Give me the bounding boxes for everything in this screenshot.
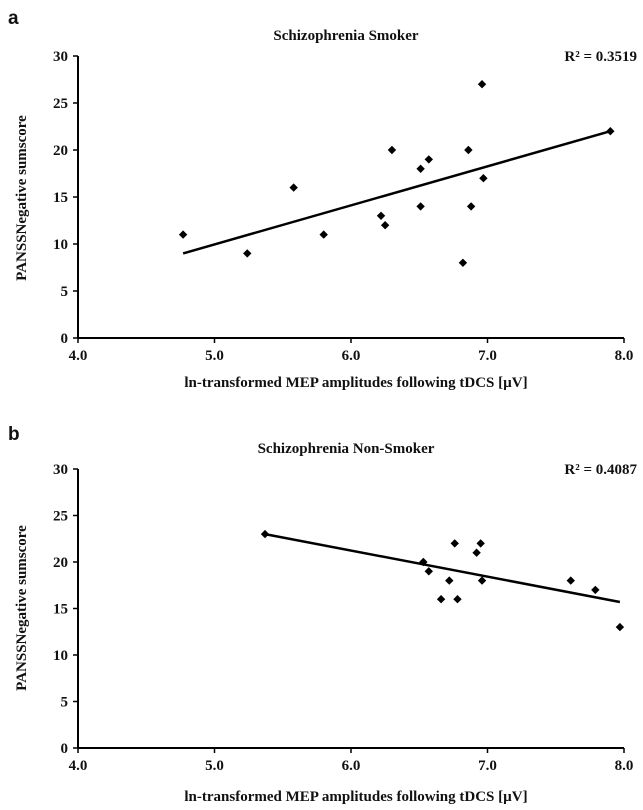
data-point: [289, 183, 298, 192]
y-tick-label: 15: [53, 190, 68, 206]
y-tick-label: 25: [53, 509, 68, 525]
data-point: [424, 567, 434, 576]
data-point: [615, 622, 625, 632]
x-axis-label: ln-transformed MEP amplitudes following …: [184, 375, 527, 391]
data-point: [453, 595, 462, 604]
data-point: [445, 576, 454, 585]
chart-title: Schizophrenia Non-Smoker: [258, 441, 435, 457]
r-squared-label: R² = 0.4087: [564, 462, 637, 478]
panel-b: b Schizophrenia Non-Smoker R² = 0.4087 P…: [8, 424, 637, 805]
y-tick-label: 10: [53, 237, 68, 253]
x-tick-label: 5.0: [205, 348, 224, 364]
chart-title: Schizophrenia Smoker: [273, 28, 418, 44]
x-tick-label: 8.0: [615, 758, 634, 774]
trendline-layer: [182, 129, 611, 255]
y-tick-label: 15: [53, 602, 68, 618]
data-point: [606, 127, 615, 136]
data-point: [591, 585, 600, 595]
data-point: [450, 539, 459, 548]
data-points: [260, 529, 625, 632]
data-point: [477, 576, 487, 585]
data-point: [319, 230, 328, 239]
y-ticks: 0 5 10 15 20 25 30: [53, 49, 78, 347]
data-point: [424, 155, 434, 164]
data-point: [566, 576, 575, 585]
x-tick-label: 8.0: [615, 348, 634, 364]
x-tick-label: 7.0: [478, 348, 497, 364]
x-tick-label: 4.0: [69, 348, 88, 364]
x-tick-label: 6.0: [342, 348, 361, 364]
panel-a: a Schizophrenia Smoker R² = 0.3519 PANSS…: [8, 8, 637, 391]
y-tick-label: 20: [53, 143, 68, 159]
y-tick-label: 5: [61, 695, 69, 711]
y-axis-label: PANSSNegative sumscore: [14, 115, 30, 281]
data-point: [387, 145, 397, 155]
x-ticks: 4.0 5.0 6.0 7.0 8.0: [69, 748, 634, 774]
data-point: [472, 548, 481, 557]
x-ticks: 4.0 5.0 6.0 7.0 8.0: [69, 338, 634, 364]
data-point: [464, 145, 473, 155]
data-point: [416, 202, 425, 211]
y-axis-label: PANSSNegative sumscore: [14, 525, 30, 691]
data-point: [380, 221, 390, 230]
x-axis-label: ln-transformed MEP amplitudes following …: [184, 789, 527, 805]
data-point: [479, 174, 488, 183]
data-point: [260, 529, 270, 539]
x-tick-label: 4.0: [69, 758, 88, 774]
y-tick-label: 10: [53, 648, 68, 664]
data-point: [476, 539, 485, 548]
trendline: [182, 129, 611, 255]
data-point: [477, 80, 487, 89]
y-tick-label: 5: [61, 284, 69, 300]
y-tick-label: 20: [53, 555, 68, 571]
trendline-layer: [264, 532, 621, 604]
data-point: [419, 557, 428, 567]
x-tick-label: 5.0: [205, 758, 224, 774]
panel-letter-b: b: [8, 424, 20, 445]
data-point: [376, 211, 386, 220]
y-tick-label: 30: [53, 462, 68, 478]
y-tick-label: 30: [53, 49, 68, 65]
data-point: [243, 249, 252, 258]
y-tick-label: 0: [61, 331, 69, 347]
y-tick-label: 0: [61, 741, 69, 757]
data-point: [466, 202, 476, 211]
trendline: [264, 532, 621, 604]
data-point: [436, 595, 446, 604]
x-tick-label: 6.0: [342, 758, 361, 774]
y-ticks: 0 5 10 15 20 25 30: [53, 462, 78, 757]
data-point: [178, 230, 188, 239]
r-squared-label: R² = 0.3519: [564, 49, 637, 65]
data-points: [178, 80, 615, 267]
panel-letter-a: a: [8, 8, 19, 29]
y-tick-label: 25: [53, 96, 68, 112]
data-point: [458, 258, 468, 267]
x-tick-label: 7.0: [478, 758, 497, 774]
data-point: [416, 164, 425, 173]
